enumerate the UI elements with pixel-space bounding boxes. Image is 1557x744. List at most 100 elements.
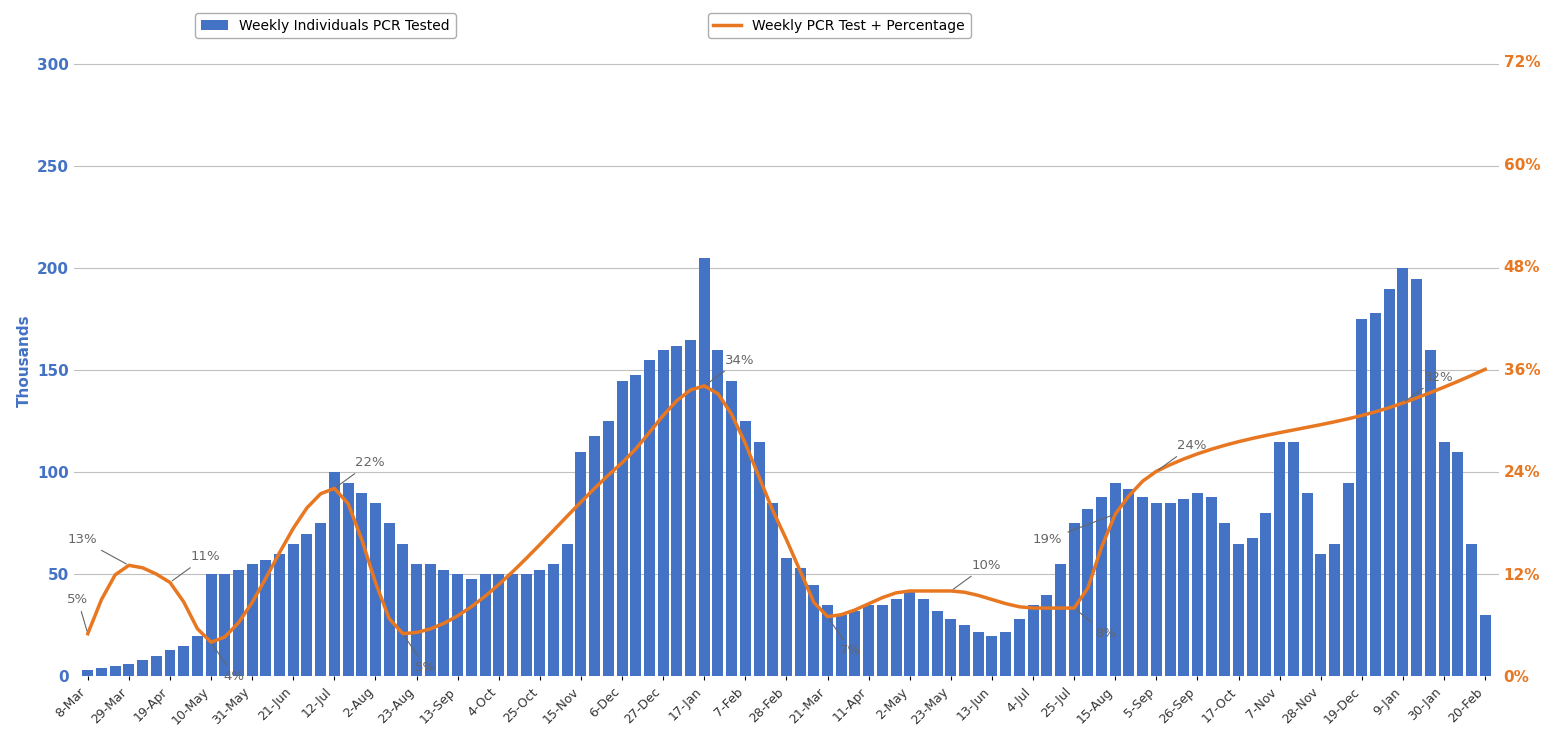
Bar xyxy=(1056,564,1067,676)
Bar xyxy=(466,579,476,676)
Bar xyxy=(1342,483,1353,676)
Bar xyxy=(1151,503,1162,676)
Text: 22%: 22% xyxy=(336,456,385,487)
Bar xyxy=(973,632,984,676)
Bar xyxy=(234,571,244,676)
Bar xyxy=(657,350,668,676)
Text: 24%: 24% xyxy=(1158,439,1207,469)
Bar xyxy=(520,574,531,676)
Weekly PCR Test + Percentage xyxy=(1325,417,1344,426)
Legend: Weekly Individuals PCR Tested: Weekly Individuals PCR Tested xyxy=(195,13,456,38)
Bar xyxy=(315,524,325,676)
Bar xyxy=(1398,269,1409,676)
Bar xyxy=(631,374,641,676)
Bar xyxy=(1261,513,1272,676)
Bar xyxy=(151,656,162,676)
Bar xyxy=(1439,442,1450,676)
Bar xyxy=(713,350,724,676)
Bar xyxy=(439,571,450,676)
Weekly PCR Test + Percentage xyxy=(1353,411,1372,420)
Bar xyxy=(1233,544,1244,676)
Weekly PCR Test + Percentage xyxy=(202,638,221,647)
Bar xyxy=(1370,313,1381,676)
Bar xyxy=(397,544,408,676)
Bar xyxy=(371,503,381,676)
Bar xyxy=(891,599,902,676)
Weekly PCR Test + Percentage xyxy=(476,591,495,600)
Bar xyxy=(1205,497,1216,676)
Bar xyxy=(1193,493,1204,676)
Bar xyxy=(794,568,805,676)
Bar xyxy=(768,503,778,676)
Bar xyxy=(329,472,339,676)
Bar xyxy=(1479,615,1490,676)
Bar xyxy=(645,360,655,676)
Bar xyxy=(1384,289,1395,676)
Bar xyxy=(945,619,956,676)
Bar xyxy=(863,605,873,676)
Bar xyxy=(548,564,559,676)
Bar xyxy=(1425,350,1436,676)
Bar xyxy=(177,646,188,676)
Bar xyxy=(411,564,422,676)
Bar xyxy=(109,666,120,676)
Bar xyxy=(987,635,998,676)
Line: Weekly PCR Test + Percentage: Weekly PCR Test + Percentage xyxy=(87,369,1485,642)
Bar xyxy=(1316,554,1327,676)
Weekly PCR Test + Percentage xyxy=(900,586,919,595)
Bar xyxy=(206,574,216,676)
Legend: Weekly PCR Test + Percentage: Weekly PCR Test + Percentage xyxy=(708,13,970,38)
Bar xyxy=(699,258,710,676)
Bar xyxy=(931,611,942,676)
Bar xyxy=(836,615,847,676)
Bar xyxy=(1467,544,1478,676)
Text: 13%: 13% xyxy=(67,533,126,564)
Bar xyxy=(919,599,930,676)
Bar xyxy=(740,421,750,676)
Bar xyxy=(494,574,504,676)
Weekly PCR Test + Percentage xyxy=(1476,365,1495,373)
Bar xyxy=(1411,279,1422,676)
Bar xyxy=(589,436,599,676)
Bar xyxy=(576,452,587,676)
Text: 8%: 8% xyxy=(1076,610,1116,640)
Bar xyxy=(123,664,134,676)
Bar xyxy=(1356,319,1367,676)
Bar xyxy=(1165,503,1176,676)
Bar xyxy=(671,346,682,676)
Text: 4%: 4% xyxy=(213,644,244,683)
Bar xyxy=(1124,489,1135,676)
Bar xyxy=(246,564,257,676)
Bar xyxy=(905,591,916,676)
Bar xyxy=(617,381,627,676)
Text: 19%: 19% xyxy=(1032,515,1113,546)
Bar xyxy=(1219,524,1230,676)
Text: 5%: 5% xyxy=(405,636,436,674)
Bar xyxy=(97,668,107,676)
Bar xyxy=(1137,497,1148,676)
Bar xyxy=(822,605,833,676)
Bar xyxy=(302,533,313,676)
Bar xyxy=(508,574,518,676)
Bar xyxy=(850,611,861,676)
Bar xyxy=(260,560,271,676)
Bar xyxy=(1330,544,1341,676)
Bar xyxy=(685,340,696,676)
Text: 10%: 10% xyxy=(953,559,1001,589)
Bar xyxy=(343,483,353,676)
Text: 32%: 32% xyxy=(1406,371,1453,401)
Bar xyxy=(1288,442,1299,676)
Bar xyxy=(754,442,764,676)
Bar xyxy=(357,493,367,676)
Bar xyxy=(1096,497,1107,676)
Bar xyxy=(274,554,285,676)
Bar xyxy=(220,574,230,676)
Bar xyxy=(288,544,299,676)
Bar xyxy=(1274,442,1285,676)
Weekly PCR Test + Percentage xyxy=(78,629,97,638)
Bar xyxy=(192,635,202,676)
Y-axis label: Thousands: Thousands xyxy=(17,314,31,406)
Bar xyxy=(1068,524,1079,676)
Bar xyxy=(165,650,176,676)
Bar xyxy=(1042,594,1053,676)
